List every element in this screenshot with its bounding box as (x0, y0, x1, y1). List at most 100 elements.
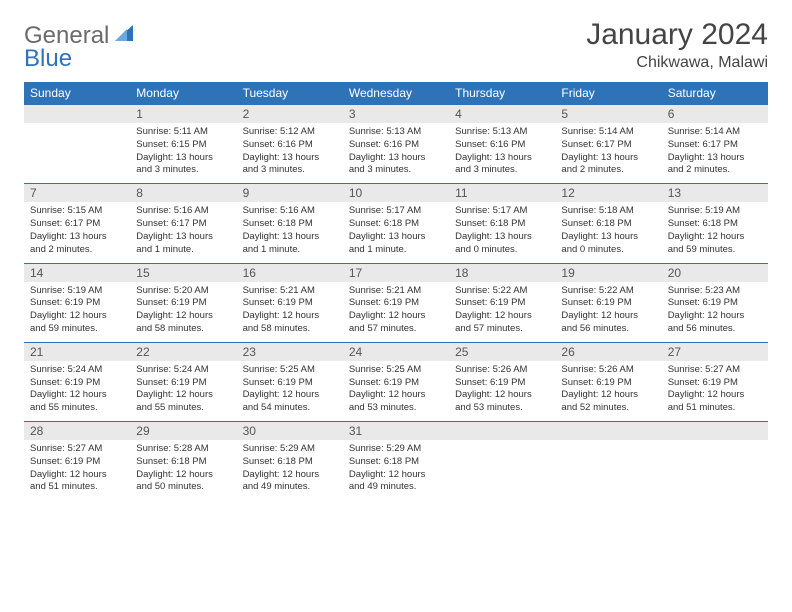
day-details: Sunrise: 5:27 AMSunset: 6:19 PMDaylight:… (24, 440, 130, 500)
day-details: Sunrise: 5:13 AMSunset: 6:16 PMDaylight:… (449, 123, 555, 183)
calendar-cell: 23Sunrise: 5:25 AMSunset: 6:19 PMDayligh… (237, 342, 343, 421)
day-details: Sunrise: 5:12 AMSunset: 6:16 PMDaylight:… (237, 123, 343, 183)
day-number: 29 (130, 422, 236, 440)
day-number: 19 (555, 264, 661, 282)
day-details: Sunrise: 5:17 AMSunset: 6:18 PMDaylight:… (449, 202, 555, 262)
day-number: 14 (24, 264, 130, 282)
day-details: Sunrise: 5:24 AMSunset: 6:19 PMDaylight:… (24, 361, 130, 421)
day-details: Sunrise: 5:25 AMSunset: 6:19 PMDaylight:… (343, 361, 449, 421)
day-details: Sunrise: 5:21 AMSunset: 6:19 PMDaylight:… (237, 282, 343, 342)
day-number: 12 (555, 184, 661, 202)
calendar-cell: 25Sunrise: 5:26 AMSunset: 6:19 PMDayligh… (449, 342, 555, 421)
calendar-cell (662, 422, 768, 501)
day-number (662, 422, 768, 440)
calendar-cell (449, 422, 555, 501)
weekday-header: Wednesday (343, 82, 449, 105)
calendar-cell: 6Sunrise: 5:14 AMSunset: 6:17 PMDaylight… (662, 105, 768, 184)
calendar-week-row: 7Sunrise: 5:15 AMSunset: 6:17 PMDaylight… (24, 184, 768, 263)
calendar-cell: 31Sunrise: 5:29 AMSunset: 6:18 PMDayligh… (343, 422, 449, 501)
day-details: Sunrise: 5:16 AMSunset: 6:17 PMDaylight:… (130, 202, 236, 262)
day-details: Sunrise: 5:21 AMSunset: 6:19 PMDaylight:… (343, 282, 449, 342)
day-number: 27 (662, 343, 768, 361)
calendar-body: 1Sunrise: 5:11 AMSunset: 6:15 PMDaylight… (24, 105, 768, 501)
day-details: Sunrise: 5:22 AMSunset: 6:19 PMDaylight:… (555, 282, 661, 342)
calendar-cell: 3Sunrise: 5:13 AMSunset: 6:16 PMDaylight… (343, 105, 449, 184)
day-number: 23 (237, 343, 343, 361)
day-number: 2 (237, 105, 343, 123)
day-number (24, 105, 130, 123)
day-number: 21 (24, 343, 130, 361)
calendar-cell: 22Sunrise: 5:24 AMSunset: 6:19 PMDayligh… (130, 342, 236, 421)
day-number: 18 (449, 264, 555, 282)
calendar-cell: 28Sunrise: 5:27 AMSunset: 6:19 PMDayligh… (24, 422, 130, 501)
day-number: 31 (343, 422, 449, 440)
day-number: 28 (24, 422, 130, 440)
calendar-cell: 20Sunrise: 5:23 AMSunset: 6:19 PMDayligh… (662, 263, 768, 342)
day-number: 22 (130, 343, 236, 361)
calendar-cell: 24Sunrise: 5:25 AMSunset: 6:19 PMDayligh… (343, 342, 449, 421)
day-number: 25 (449, 343, 555, 361)
month-title: January 2024 (586, 18, 768, 52)
day-details: Sunrise: 5:29 AMSunset: 6:18 PMDaylight:… (343, 440, 449, 500)
calendar-cell: 13Sunrise: 5:19 AMSunset: 6:18 PMDayligh… (662, 184, 768, 263)
day-details (662, 440, 768, 496)
calendar-cell: 4Sunrise: 5:13 AMSunset: 6:16 PMDaylight… (449, 105, 555, 184)
calendar-week-row: 21Sunrise: 5:24 AMSunset: 6:19 PMDayligh… (24, 342, 768, 421)
calendar-cell: 14Sunrise: 5:19 AMSunset: 6:19 PMDayligh… (24, 263, 130, 342)
location: Chikwawa, Malawi (586, 54, 768, 72)
weekday-header: Sunday (24, 82, 130, 105)
calendar-cell: 18Sunrise: 5:22 AMSunset: 6:19 PMDayligh… (449, 263, 555, 342)
day-number: 1 (130, 105, 236, 123)
calendar-cell: 9Sunrise: 5:16 AMSunset: 6:18 PMDaylight… (237, 184, 343, 263)
calendar-cell: 17Sunrise: 5:21 AMSunset: 6:19 PMDayligh… (343, 263, 449, 342)
day-number: 5 (555, 105, 661, 123)
day-number: 30 (237, 422, 343, 440)
day-details: Sunrise: 5:22 AMSunset: 6:19 PMDaylight:… (449, 282, 555, 342)
title-block: January 2024 Chikwawa, Malawi (586, 18, 768, 72)
weekday-row: Sunday Monday Tuesday Wednesday Thursday… (24, 82, 768, 105)
day-number: 6 (662, 105, 768, 123)
day-number: 15 (130, 264, 236, 282)
calendar-table: Sunday Monday Tuesday Wednesday Thursday… (24, 82, 768, 500)
calendar-cell: 11Sunrise: 5:17 AMSunset: 6:18 PMDayligh… (449, 184, 555, 263)
calendar-cell: 12Sunrise: 5:18 AMSunset: 6:18 PMDayligh… (555, 184, 661, 263)
sail-icon (113, 22, 135, 50)
day-number (449, 422, 555, 440)
day-number (555, 422, 661, 440)
day-details: Sunrise: 5:19 AMSunset: 6:18 PMDaylight:… (662, 202, 768, 262)
calendar-cell (24, 105, 130, 184)
day-number: 16 (237, 264, 343, 282)
day-details: Sunrise: 5:11 AMSunset: 6:15 PMDaylight:… (130, 123, 236, 183)
day-number: 4 (449, 105, 555, 123)
day-number: 3 (343, 105, 449, 123)
brand-part2-wrap: Blue (24, 45, 72, 73)
calendar-cell: 19Sunrise: 5:22 AMSunset: 6:19 PMDayligh… (555, 263, 661, 342)
weekday-header: Tuesday (237, 82, 343, 105)
day-details: Sunrise: 5:27 AMSunset: 6:19 PMDaylight:… (662, 361, 768, 421)
calendar-head: Sunday Monday Tuesday Wednesday Thursday… (24, 82, 768, 105)
day-details: Sunrise: 5:20 AMSunset: 6:19 PMDaylight:… (130, 282, 236, 342)
weekday-header: Monday (130, 82, 236, 105)
calendar-cell: 1Sunrise: 5:11 AMSunset: 6:15 PMDaylight… (130, 105, 236, 184)
day-details: Sunrise: 5:26 AMSunset: 6:19 PMDaylight:… (449, 361, 555, 421)
day-details (24, 123, 130, 179)
day-details: Sunrise: 5:15 AMSunset: 6:17 PMDaylight:… (24, 202, 130, 262)
calendar-cell: 21Sunrise: 5:24 AMSunset: 6:19 PMDayligh… (24, 342, 130, 421)
day-details: Sunrise: 5:23 AMSunset: 6:19 PMDaylight:… (662, 282, 768, 342)
header: General January 2024 Chikwawa, Malawi (24, 18, 768, 72)
day-details: Sunrise: 5:19 AMSunset: 6:19 PMDaylight:… (24, 282, 130, 342)
day-details: Sunrise: 5:16 AMSunset: 6:18 PMDaylight:… (237, 202, 343, 262)
calendar-cell (555, 422, 661, 501)
day-details: Sunrise: 5:25 AMSunset: 6:19 PMDaylight:… (237, 361, 343, 421)
calendar-cell: 26Sunrise: 5:26 AMSunset: 6:19 PMDayligh… (555, 342, 661, 421)
calendar-cell: 10Sunrise: 5:17 AMSunset: 6:18 PMDayligh… (343, 184, 449, 263)
weekday-header: Thursday (449, 82, 555, 105)
day-details: Sunrise: 5:24 AMSunset: 6:19 PMDaylight:… (130, 361, 236, 421)
day-details: Sunrise: 5:14 AMSunset: 6:17 PMDaylight:… (555, 123, 661, 183)
day-details: Sunrise: 5:18 AMSunset: 6:18 PMDaylight:… (555, 202, 661, 262)
day-number: 24 (343, 343, 449, 361)
day-number: 9 (237, 184, 343, 202)
brand-part2: Blue (24, 45, 72, 72)
calendar-cell: 29Sunrise: 5:28 AMSunset: 6:18 PMDayligh… (130, 422, 236, 501)
calendar-week-row: 14Sunrise: 5:19 AMSunset: 6:19 PMDayligh… (24, 263, 768, 342)
